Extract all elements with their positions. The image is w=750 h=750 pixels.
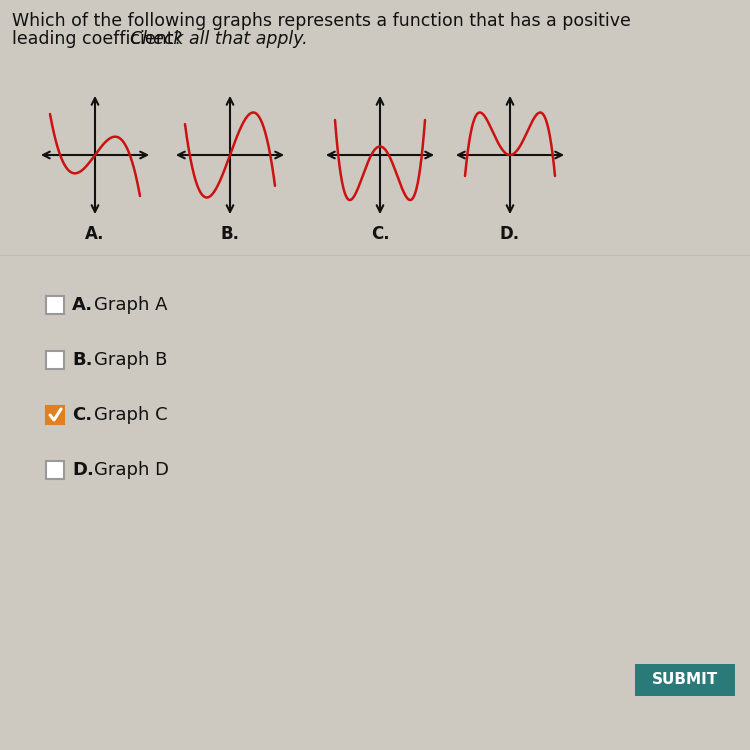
Text: Graph C: Graph C [94,406,168,424]
Bar [46,296,64,314]
Text: C.: C. [72,406,92,424]
Bar [46,351,64,369]
Text: Which of the following graphs represents a function that has a positive: Which of the following graphs represents… [12,12,631,30]
Bar [46,461,64,479]
Text: Graph D: Graph D [94,461,169,479]
Text: SUBMIT: SUBMIT [652,673,718,688]
Text: Check all that apply.: Check all that apply. [130,30,308,48]
FancyBboxPatch shape [635,664,735,696]
Text: B.: B. [72,351,92,369]
Text: A.: A. [86,225,105,243]
Text: A.: A. [72,296,93,314]
Text: D.: D. [72,461,94,479]
Text: D.: D. [500,225,520,243]
Text: C.: C. [370,225,389,243]
Text: B.: B. [220,225,239,243]
Text: Graph A: Graph A [94,296,167,314]
Bar [46,406,64,424]
Text: Graph B: Graph B [94,351,167,369]
Text: leading coefficient?: leading coefficient? [12,30,188,48]
